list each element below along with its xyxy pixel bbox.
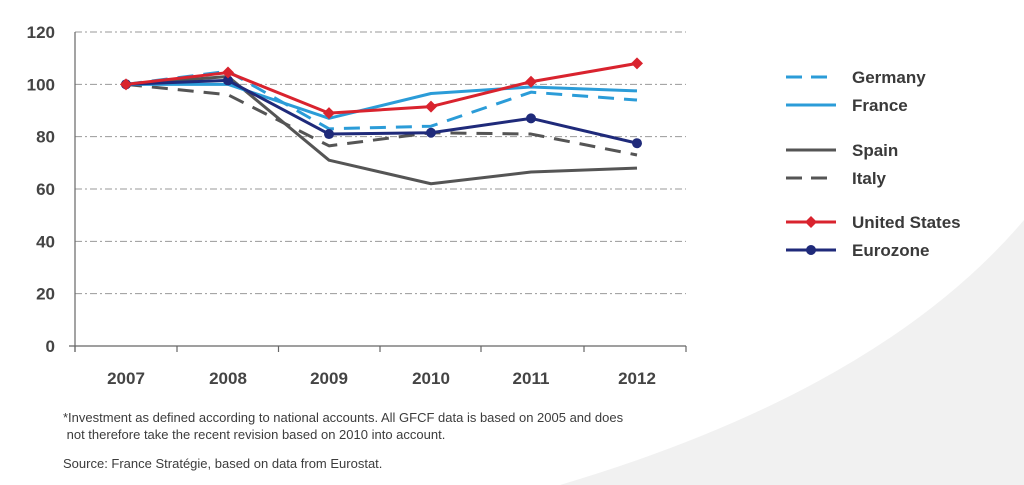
data-point-united-states: [425, 100, 437, 113]
data-point-eurozone: [526, 113, 536, 124]
legend-marker-eurozone: [806, 245, 816, 255]
x-tick-labels: 2007 2008 2009 2010 2011 2012: [107, 369, 656, 388]
data-point-eurozone: [426, 127, 436, 138]
legend-label-united-states: United States: [852, 213, 961, 232]
y-tick-label: 80: [36, 128, 55, 147]
data-point-eurozone: [223, 75, 233, 86]
footnote-line-2: not therefore take the recent revision b…: [63, 427, 446, 442]
x-tick-label: 2007: [107, 369, 145, 388]
y-tick-label: 0: [46, 337, 55, 356]
x-tick-label: 2011: [513, 369, 550, 388]
source-note: Source: France Stratégie, based on data …: [63, 456, 383, 471]
data-point-united-states: [323, 107, 335, 120]
series-line-spain: [125, 74, 638, 186]
x-tick-label: 2009: [310, 369, 348, 388]
axes: [69, 32, 687, 352]
y-tick-label: 120: [27, 23, 55, 42]
legend-label-germany: Germany: [852, 68, 926, 87]
data-point-united-states: [631, 57, 643, 70]
x-tick-label: 2012: [618, 369, 656, 388]
y-tick-label: 60: [36, 180, 55, 199]
y-tick-label: 100: [27, 75, 55, 94]
series-line-united-states: [125, 61, 638, 115]
y-tick-labels: 0 20 40 60 80 100 120: [27, 23, 55, 356]
series-markers: [120, 57, 643, 149]
legend: Germany France Spain Italy United States Euro…: [786, 68, 961, 260]
legend-label-spain: Spain: [852, 141, 898, 160]
legend-label-france: France: [852, 96, 908, 115]
y-tick-label: 40: [36, 232, 55, 251]
series-line-france: [126, 82, 638, 120]
data-point-eurozone: [632, 138, 642, 149]
footnote-line-1: *Investment as defined according to nati…: [63, 410, 624, 425]
x-tick-label: 2010: [412, 369, 450, 388]
series-lines: [125, 61, 638, 186]
y-tick-label: 20: [36, 285, 55, 304]
data-point-united-states: [120, 78, 132, 91]
legend-label-italy: Italy: [852, 169, 887, 188]
x-tick-label: 2008: [209, 369, 247, 388]
data-point-united-states: [222, 66, 234, 79]
data-point-united-states: [525, 75, 537, 88]
series-line-eurozone: [125, 78, 638, 145]
series-line-italy: [125, 82, 638, 157]
legend-marker-united-states: [805, 216, 817, 228]
data-point-eurozone: [324, 129, 334, 140]
legend-label-eurozone: Eurozone: [852, 241, 929, 260]
